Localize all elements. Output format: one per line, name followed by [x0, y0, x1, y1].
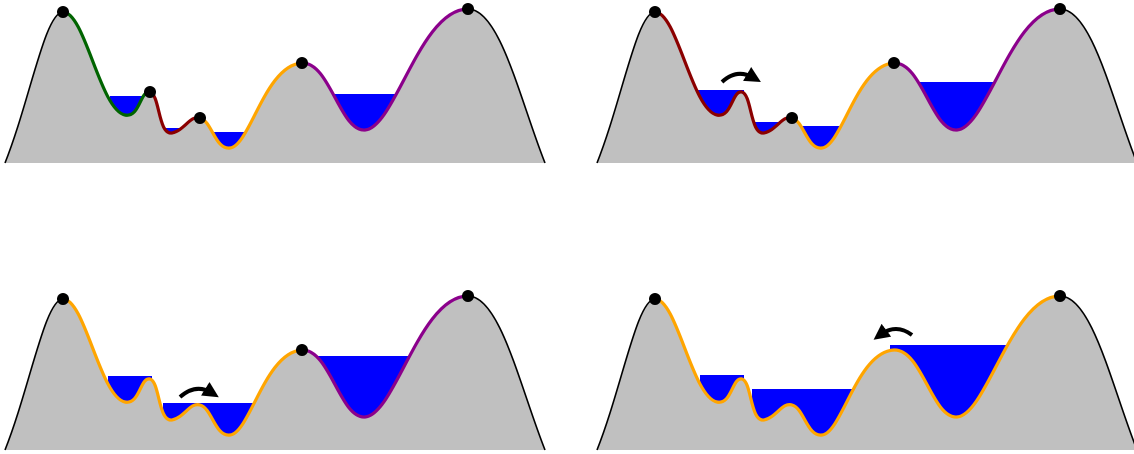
terrain [596, 8, 1134, 164]
peak [649, 293, 661, 305]
peak [194, 112, 206, 124]
peak [296, 344, 308, 356]
peak [57, 293, 69, 305]
panel [596, 290, 1134, 452]
terrain [596, 295, 1134, 451]
peak [462, 3, 474, 15]
peak [888, 57, 900, 69]
panel [4, 3, 546, 165]
peak [1054, 3, 1066, 15]
peak [1054, 290, 1066, 302]
arrow [873, 323, 914, 340]
panel [4, 290, 546, 452]
peak [649, 6, 661, 18]
terrain [4, 8, 546, 164]
arrow [720, 67, 761, 84]
terrain [4, 295, 546, 451]
peak [462, 290, 474, 302]
arrow [178, 381, 219, 399]
peak [786, 112, 798, 124]
peak [57, 6, 69, 18]
peak [296, 57, 308, 69]
peak [144, 86, 156, 98]
panel [596, 3, 1134, 165]
